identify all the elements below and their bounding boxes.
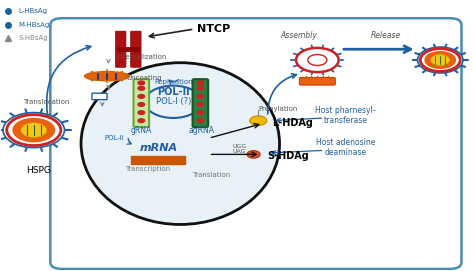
Text: POL-II: POL-II	[157, 87, 190, 97]
Circle shape	[3, 112, 64, 148]
Text: UAG: UAG	[232, 149, 246, 154]
Text: Translocation: Translocation	[23, 99, 69, 105]
Text: L-HBsAg: L-HBsAg	[18, 8, 47, 14]
FancyBboxPatch shape	[134, 79, 149, 127]
Circle shape	[424, 51, 456, 69]
Circle shape	[21, 123, 46, 137]
Text: M-HBsAg: M-HBsAg	[18, 22, 49, 28]
Text: S-HDAg: S-HDAg	[268, 151, 310, 161]
Text: Internalization: Internalization	[117, 54, 167, 60]
FancyBboxPatch shape	[50, 18, 462, 269]
Text: Host pharnesyl-
transferase: Host pharnesyl- transferase	[316, 106, 376, 125]
Circle shape	[247, 151, 260, 158]
Circle shape	[138, 111, 145, 114]
Circle shape	[418, 47, 463, 73]
Text: Assembly: Assembly	[280, 31, 317, 40]
Circle shape	[197, 86, 204, 90]
Text: Translation: Translation	[192, 172, 230, 178]
Circle shape	[197, 95, 204, 98]
Text: Uncoating: Uncoating	[126, 75, 162, 80]
FancyBboxPatch shape	[131, 31, 141, 67]
Circle shape	[197, 81, 204, 85]
FancyBboxPatch shape	[300, 78, 335, 85]
Circle shape	[12, 118, 55, 142]
Circle shape	[138, 119, 145, 122]
Circle shape	[138, 81, 145, 85]
Text: POL-I (?): POL-I (?)	[155, 97, 191, 106]
Circle shape	[296, 48, 338, 72]
Text: agRNA: agRNA	[189, 125, 215, 135]
Text: mRNA: mRNA	[140, 143, 178, 153]
Text: Release: Release	[371, 31, 401, 40]
Text: gRNA: gRNA	[131, 125, 152, 135]
Circle shape	[138, 103, 145, 107]
Text: POL-II: POL-II	[104, 135, 124, 141]
Circle shape	[197, 103, 204, 107]
FancyBboxPatch shape	[192, 79, 208, 127]
Circle shape	[250, 116, 267, 125]
FancyBboxPatch shape	[116, 31, 126, 67]
FancyBboxPatch shape	[92, 93, 107, 100]
Text: Prenylation: Prenylation	[258, 105, 298, 112]
Text: Host adenosine
deaminase: Host adenosine deaminase	[316, 138, 375, 157]
Text: L-HDAg: L-HDAg	[273, 118, 313, 128]
Circle shape	[197, 119, 204, 122]
Circle shape	[308, 54, 327, 66]
Circle shape	[197, 111, 204, 114]
Circle shape	[138, 95, 145, 98]
Circle shape	[431, 54, 450, 65]
Text: Transcription: Transcription	[125, 166, 170, 172]
Circle shape	[7, 115, 61, 146]
Text: Replication: Replication	[154, 79, 192, 85]
Text: S-HBsAg: S-HBsAg	[18, 36, 48, 41]
Bar	[131, 156, 185, 164]
Text: UGG: UGG	[232, 144, 246, 149]
Text: HSPG: HSPG	[26, 166, 51, 175]
Circle shape	[420, 49, 460, 71]
Text: NTCP: NTCP	[197, 24, 230, 34]
Ellipse shape	[81, 63, 280, 224]
Circle shape	[138, 86, 145, 90]
Ellipse shape	[84, 72, 129, 81]
